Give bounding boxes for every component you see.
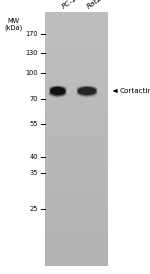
Text: 35: 35 <box>30 170 38 176</box>
Ellipse shape <box>77 88 97 96</box>
Ellipse shape <box>76 85 98 91</box>
Ellipse shape <box>76 91 98 98</box>
Ellipse shape <box>48 91 67 98</box>
Ellipse shape <box>77 87 97 95</box>
Ellipse shape <box>49 88 66 96</box>
Text: 70: 70 <box>30 96 38 102</box>
Text: 55: 55 <box>30 121 38 127</box>
Text: 130: 130 <box>26 50 38 56</box>
Ellipse shape <box>48 85 67 91</box>
Text: 40: 40 <box>30 154 38 160</box>
Text: 170: 170 <box>26 31 38 37</box>
Text: 100: 100 <box>26 70 38 76</box>
Ellipse shape <box>49 86 66 93</box>
Ellipse shape <box>77 86 97 93</box>
Text: Rat2: Rat2 <box>86 0 104 10</box>
Ellipse shape <box>50 87 66 95</box>
Text: MW
(kDa): MW (kDa) <box>4 18 23 31</box>
Text: PC-12: PC-12 <box>61 0 82 10</box>
Text: 25: 25 <box>30 206 38 212</box>
FancyBboxPatch shape <box>45 12 108 266</box>
Text: Cortactin: Cortactin <box>114 88 150 94</box>
